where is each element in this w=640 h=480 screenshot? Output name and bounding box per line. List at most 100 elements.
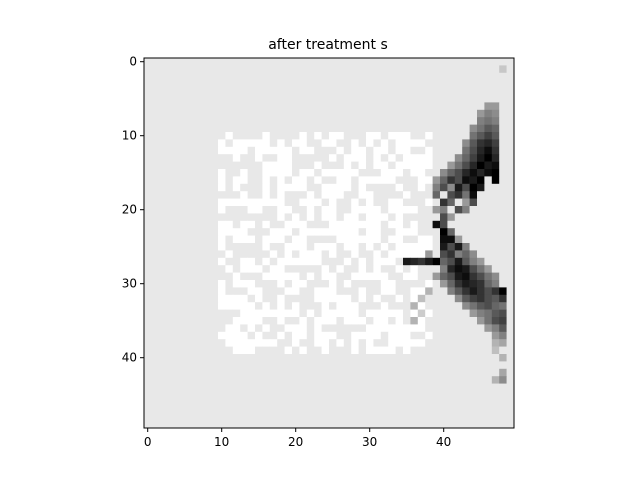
heatmap-cell	[499, 339, 507, 347]
heatmap-cell	[417, 287, 426, 296]
heatmap-cell	[203, 109, 211, 118]
heatmap-cell	[366, 272, 374, 281]
heatmap-cell	[343, 339, 352, 347]
heatmap-cell	[262, 317, 271, 325]
heatmap-cell	[477, 139, 485, 148]
heatmap-cell	[247, 257, 256, 266]
heatmap-cell	[195, 294, 204, 303]
heatmap-cell	[403, 398, 411, 407]
heatmap-cell	[195, 309, 204, 318]
heatmap-cell	[395, 213, 404, 222]
heatmap-cell	[506, 117, 515, 125]
heatmap-cell	[336, 191, 345, 199]
heatmap-cell	[417, 391, 426, 399]
heatmap-cell	[373, 124, 382, 133]
heatmap-cell	[269, 324, 278, 333]
heatmap-cell	[469, 235, 478, 244]
heatmap-cell	[210, 161, 219, 170]
heatmap-cell	[181, 72, 189, 81]
heatmap-cell	[373, 317, 382, 325]
heatmap-cell	[454, 317, 463, 325]
heatmap-cell	[262, 339, 271, 347]
heatmap-cell	[232, 383, 241, 392]
heatmap-cell	[203, 324, 211, 333]
heatmap-cell	[336, 228, 345, 236]
heatmap-cell	[454, 413, 463, 421]
heatmap-cell	[151, 220, 160, 229]
heatmap-cell	[432, 132, 441, 140]
heatmap-cell	[484, 109, 493, 118]
heatmap-cell	[277, 294, 285, 303]
heatmap-cell	[477, 309, 485, 318]
heatmap-cell	[469, 72, 478, 81]
heatmap-cell	[173, 317, 182, 325]
heatmap-cell	[151, 132, 160, 140]
heatmap-cell	[158, 102, 167, 111]
heatmap-cell	[380, 117, 389, 125]
heatmap-cell	[366, 65, 374, 74]
heatmap-cell	[477, 257, 485, 266]
heatmap-cell	[425, 109, 433, 118]
heatmap-cell	[181, 405, 189, 414]
heatmap-cell	[425, 265, 433, 273]
heatmap-cell	[314, 206, 322, 214]
heatmap-cell	[306, 324, 315, 333]
heatmap-cell	[210, 80, 219, 88]
heatmap-cell	[417, 354, 426, 362]
heatmap-cell	[366, 250, 374, 259]
heatmap-cell	[277, 102, 285, 111]
heatmap-cell	[262, 65, 271, 74]
heatmap-cell	[158, 346, 167, 355]
heatmap-cell	[432, 376, 441, 384]
heatmap-cell	[255, 235, 263, 244]
heatmap-cell	[343, 250, 352, 259]
heatmap-cell	[232, 154, 241, 162]
heatmap-cell	[462, 206, 470, 214]
heatmap-cell	[225, 220, 234, 229]
heatmap-cell	[225, 117, 234, 125]
heatmap-cell	[499, 206, 507, 214]
heatmap-cell	[299, 206, 308, 214]
heatmap-cell	[417, 132, 426, 140]
heatmap-cell	[203, 235, 211, 244]
heatmap-cell	[203, 154, 211, 162]
heatmap-cell	[299, 220, 308, 229]
heatmap-cell	[247, 331, 256, 340]
heatmap-cell	[277, 72, 285, 81]
heatmap-cell	[225, 420, 234, 429]
heatmap-cell	[247, 235, 256, 244]
heatmap-cell	[403, 250, 411, 259]
heatmap-cell	[447, 376, 456, 384]
heatmap-cell	[232, 58, 241, 66]
heatmap-cell	[218, 265, 226, 273]
heatmap-cell	[255, 95, 263, 103]
heatmap-cell	[499, 102, 507, 111]
heatmap-cell	[395, 154, 404, 162]
heatmap-cell	[262, 280, 271, 288]
heatmap-cell	[210, 376, 219, 384]
heatmap-cell	[410, 58, 419, 66]
heatmap-cell	[181, 302, 189, 310]
heatmap-cell	[232, 302, 241, 310]
heatmap-cell	[462, 58, 470, 66]
heatmap-cell	[410, 65, 419, 74]
heatmap-cell	[195, 191, 204, 199]
heatmap-cell	[469, 154, 478, 162]
heatmap-cell	[425, 80, 433, 88]
heatmap-cell	[262, 220, 271, 229]
heatmap-cell	[269, 391, 278, 399]
heatmap-cell	[181, 413, 189, 421]
heatmap-cell	[232, 317, 241, 325]
heatmap-cell	[491, 72, 500, 81]
heatmap-cell	[306, 191, 315, 199]
heatmap-cell	[506, 220, 515, 229]
heatmap-cell	[484, 324, 493, 333]
heatmap-cell	[395, 95, 404, 103]
heatmap-cell	[454, 191, 463, 199]
heatmap-cell	[425, 302, 433, 310]
heatmap-cell	[499, 213, 507, 222]
heatmap-cell	[188, 280, 197, 288]
heatmap-cell	[284, 154, 293, 162]
heatmap-cell	[491, 361, 500, 370]
heatmap-cell	[203, 376, 211, 384]
